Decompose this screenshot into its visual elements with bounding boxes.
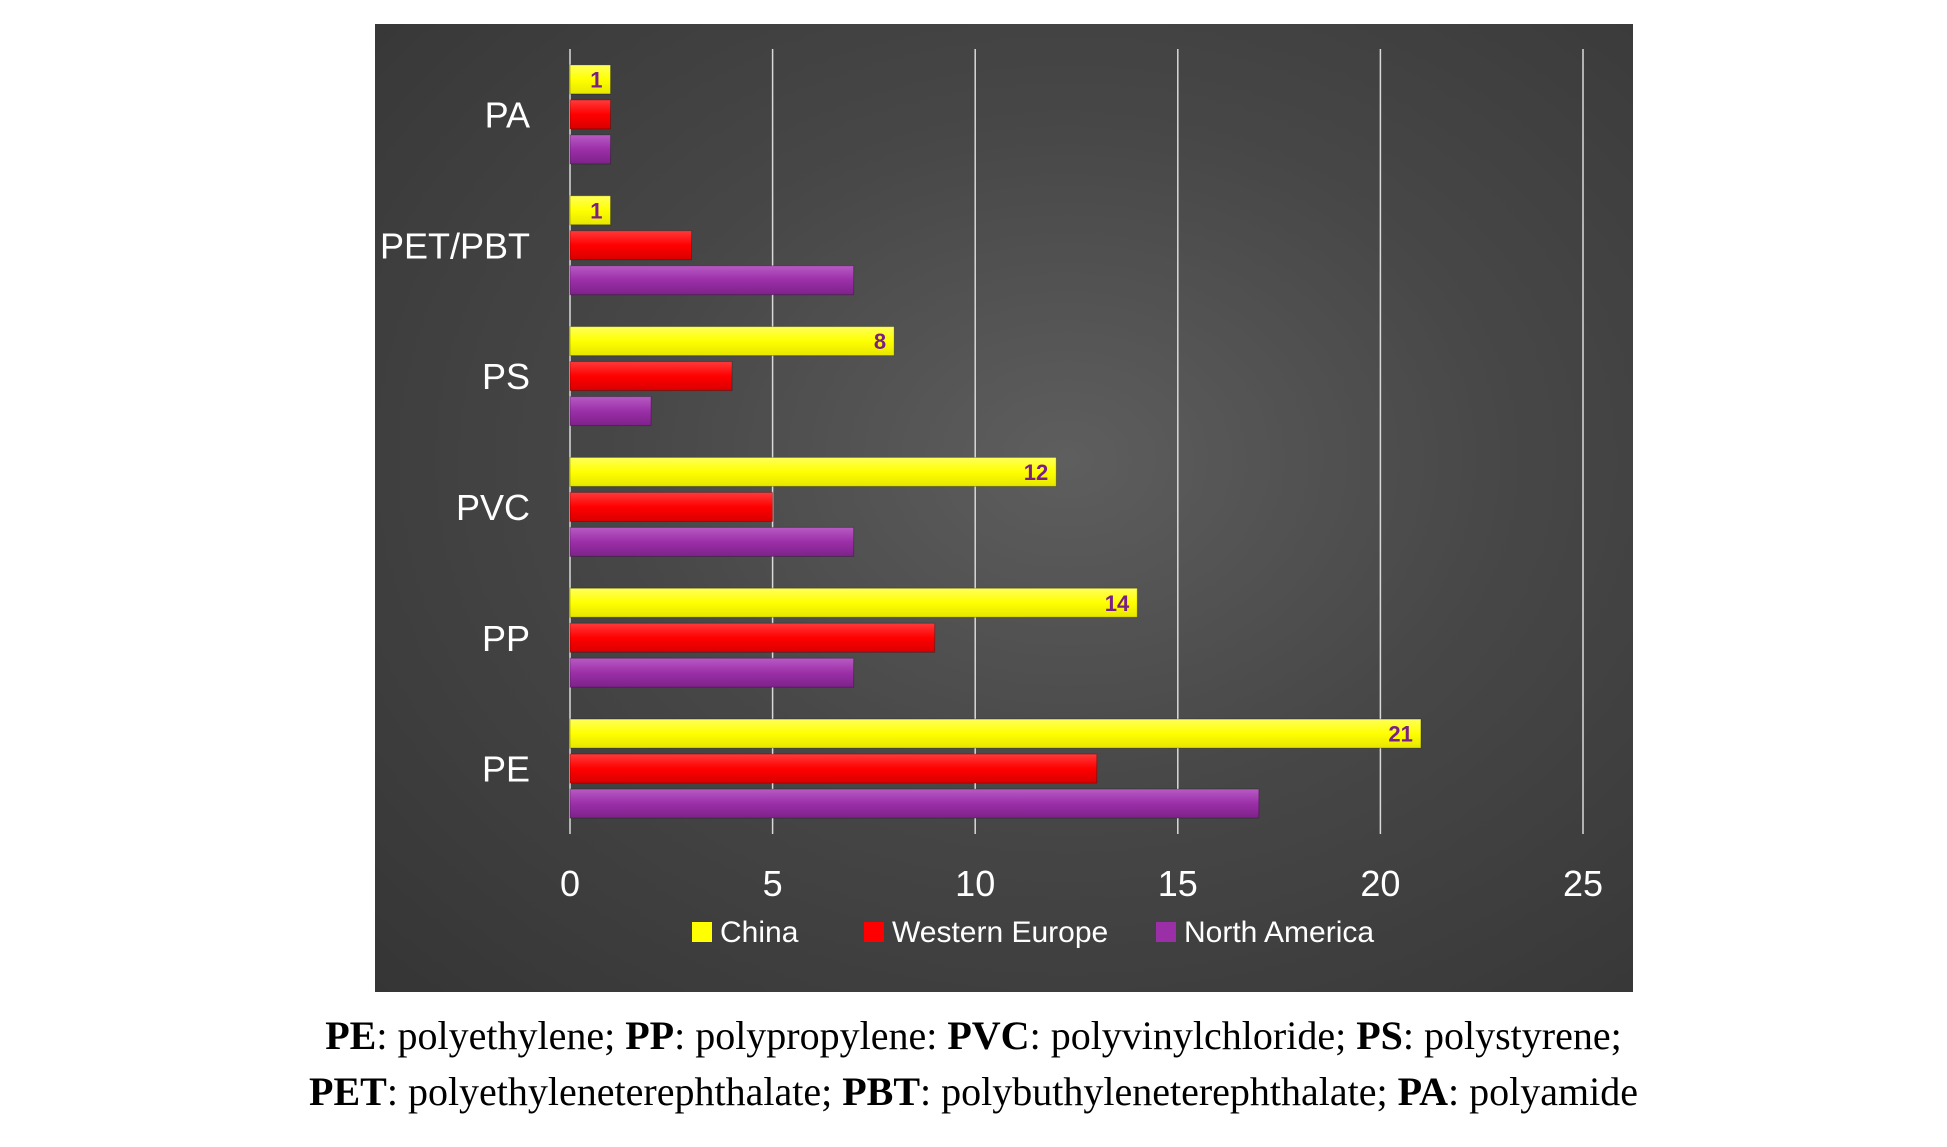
- bar-western-europe-petpbt: [569, 230, 693, 261]
- caption-abbreviation: PVC: [947, 1013, 1030, 1058]
- category-label: PE: [482, 749, 530, 790]
- bar-china-pe: [569, 718, 1422, 749]
- data-label: 14: [1105, 591, 1130, 616]
- bar-western-europe-pp: [569, 622, 936, 653]
- bar-western-europe-pa: [569, 99, 612, 130]
- caption-definition: : polystyrene;: [1402, 1013, 1622, 1058]
- bar-western-europe-pvc: [569, 491, 774, 522]
- caption-definition: : polyvinylchloride;: [1029, 1013, 1357, 1058]
- bar-china-pp: [569, 587, 1138, 618]
- data-label: 8: [874, 329, 886, 354]
- bar-north-america-ps: [569, 396, 652, 427]
- chart-panel: 0 5 10 15 20 25 PE 21 PP 14 PVC 12 PS 8 PET/PBT 1 PA 1 Ch…: [375, 24, 1633, 992]
- x-tick-label: 25: [1563, 863, 1603, 904]
- figure-caption: PE: polyethylene; PP: polypropylene: PVC…: [0, 1008, 1947, 1120]
- x-tick-label: 5: [763, 863, 783, 904]
- x-tick-label: 10: [955, 863, 995, 904]
- bar-china-pa: [569, 64, 612, 95]
- category-label: PA: [485, 94, 530, 135]
- caption-abbreviation: PE: [325, 1013, 377, 1058]
- bar-chart: 0 5 10 15 20 25 PE 21 PP 14 PVC 12 PS 8 PET/PBT 1 PA 1 Ch…: [380, 49, 1603, 949]
- legend-swatch-western-europe: [864, 922, 884, 942]
- caption-abbreviation: PP: [625, 1013, 675, 1058]
- legend-label: China: [720, 916, 799, 949]
- data-label: 1: [590, 198, 602, 223]
- bar-western-europe-pe: [569, 753, 1098, 784]
- caption-abbreviation: PET: [309, 1069, 387, 1114]
- bar-north-america-pa: [569, 134, 612, 165]
- bar-north-america-pp: [569, 657, 855, 688]
- bar-china-petpbt: [569, 195, 612, 226]
- bar-north-america-pe: [569, 788, 1260, 819]
- data-label: 21: [1388, 722, 1412, 747]
- bar-western-europe-ps: [569, 361, 733, 392]
- category-label: PVC: [456, 487, 530, 528]
- category-label: PP: [482, 618, 530, 659]
- bar-china-pvc: [569, 456, 1057, 487]
- caption-abbreviation: PBT: [842, 1069, 920, 1114]
- caption-definition: : polyethylene;: [376, 1013, 626, 1058]
- bar-china-ps: [569, 326, 895, 357]
- caption-abbreviation: PA: [1397, 1069, 1448, 1114]
- caption-abbreviation: PS: [1356, 1013, 1403, 1058]
- category-label: PS: [482, 356, 530, 397]
- bar-north-america-pvc: [569, 526, 855, 557]
- x-tick-label: 15: [1158, 863, 1198, 904]
- caption-line-2: PET: polyethyleneterephthalate; PBT: pol…: [0, 1064, 1947, 1120]
- category-label: PET/PBT: [380, 225, 530, 266]
- legend-label: Western Europe: [892, 916, 1108, 949]
- data-label: 12: [1024, 460, 1048, 485]
- caption-definition: : polybuthyleneterephthalate;: [920, 1069, 1398, 1114]
- caption-definition: : polyethyleneterephthalate;: [386, 1069, 843, 1114]
- caption-definition: : polypropylene:: [674, 1013, 948, 1058]
- caption-line-1: PE: polyethylene; PP: polypropylene: PVC…: [0, 1008, 1947, 1064]
- data-label: 1: [590, 67, 602, 92]
- caption-definition: : polyamide: [1447, 1069, 1638, 1114]
- x-tick-label: 20: [1360, 863, 1400, 904]
- legend-label: North America: [1184, 916, 1374, 949]
- legend-swatch-china: [692, 922, 712, 942]
- bar-north-america-petpbt: [569, 265, 855, 296]
- legend-swatch-north-america: [1156, 922, 1176, 942]
- x-tick-label: 0: [560, 863, 580, 904]
